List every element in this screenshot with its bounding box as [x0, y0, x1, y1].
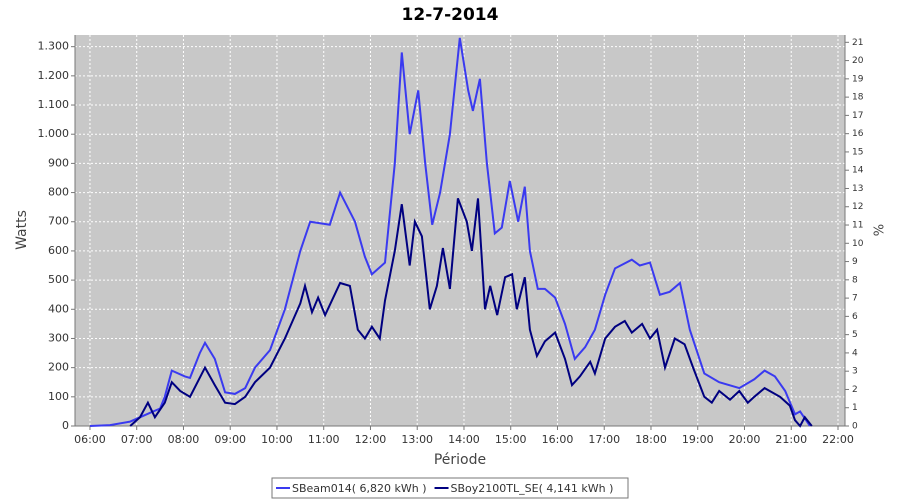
x-tick-label: 07:00 [121, 433, 153, 446]
y-tick-label: 300 [48, 331, 69, 344]
x-tick-label: 15:00 [495, 433, 527, 446]
y2-tick-label: 0 [852, 422, 858, 432]
y-tick-label: 1.000 [38, 127, 70, 140]
x-tick-label: 20:00 [729, 433, 761, 446]
x-tick-label: 13:00 [401, 433, 433, 446]
y2-tick-label: 3 [852, 367, 858, 377]
y-tick-label: 900 [48, 156, 69, 169]
x-tick-label: 10:00 [261, 433, 293, 446]
y2-tick-label: 5 [852, 330, 858, 340]
y2-tick-label: 21 [852, 38, 863, 48]
y2-tick-label: 16 [852, 129, 864, 139]
y2-tick-label: 11 [852, 221, 863, 231]
x-tick-label: 16:00 [542, 433, 574, 446]
x-tick-label: 08:00 [168, 433, 200, 446]
y2-axis-label: % [873, 224, 888, 236]
plot-area [75, 35, 845, 426]
y2-tick-label: 19 [852, 74, 864, 84]
y2-tick-label: 12 [852, 202, 863, 212]
y2-tick-label: 15 [852, 147, 863, 157]
x-tick-label: 22:00 [822, 433, 854, 446]
y-tick-label: 500 [48, 273, 69, 286]
y-tick-label: 400 [48, 302, 69, 315]
y2-tick-label: 17 [852, 111, 863, 121]
y2-tick-label: 13 [852, 184, 863, 194]
y-tick-label: 1.200 [38, 69, 70, 82]
y-tick-label: 1.100 [38, 98, 70, 111]
y2-tick-label: 18 [852, 93, 864, 103]
y2-tick-label: 2 [852, 385, 858, 395]
chart-title: 12-7-2014 [402, 5, 499, 25]
y2-tick-label: 6 [852, 312, 858, 322]
x-tick-label: 06:00 [74, 433, 106, 446]
y2-tick-label: 8 [852, 275, 858, 285]
y2-tick-label: 7 [852, 294, 858, 304]
y2-tick-label: 14 [852, 166, 864, 176]
y-tick-label: 1.300 [38, 40, 70, 53]
legend-label: SBoy2100TL_SE( 4,141 kWh ) [451, 482, 614, 495]
y2-tick-label: 20 [852, 56, 864, 66]
y2-tick-label: 4 [852, 348, 858, 358]
x-tick-label: 09:00 [214, 433, 246, 446]
x-tick-label: 12:00 [355, 433, 387, 446]
x-tick-label: 11:00 [308, 433, 340, 446]
y-tick-label: 700 [48, 215, 69, 228]
y-tick-label: 0 [62, 419, 69, 432]
legend-label: SBeam014( 6,820 kWh ) [292, 482, 427, 495]
x-axis-label: Période [434, 452, 486, 468]
x-tick-label: 14:00 [448, 433, 480, 446]
series-line [129, 198, 813, 428]
y-tick-label: 600 [48, 244, 69, 257]
series-line [89, 37, 811, 427]
y-tick-label: 200 [48, 361, 69, 374]
y-tick-label: 800 [48, 186, 69, 199]
x-tick-label: 21:00 [775, 433, 807, 446]
y-axis-label: Watts [14, 210, 30, 250]
x-tick-label: 19:00 [682, 433, 714, 446]
x-tick-label: 18:00 [635, 433, 667, 446]
y2-tick-label: 1 [852, 403, 858, 413]
legend [271, 477, 629, 499]
y-tick-label: 100 [48, 390, 69, 403]
y2-tick-label: 10 [852, 239, 864, 249]
x-tick-label: 17:00 [588, 433, 620, 446]
y2-tick-label: 9 [852, 257, 858, 267]
